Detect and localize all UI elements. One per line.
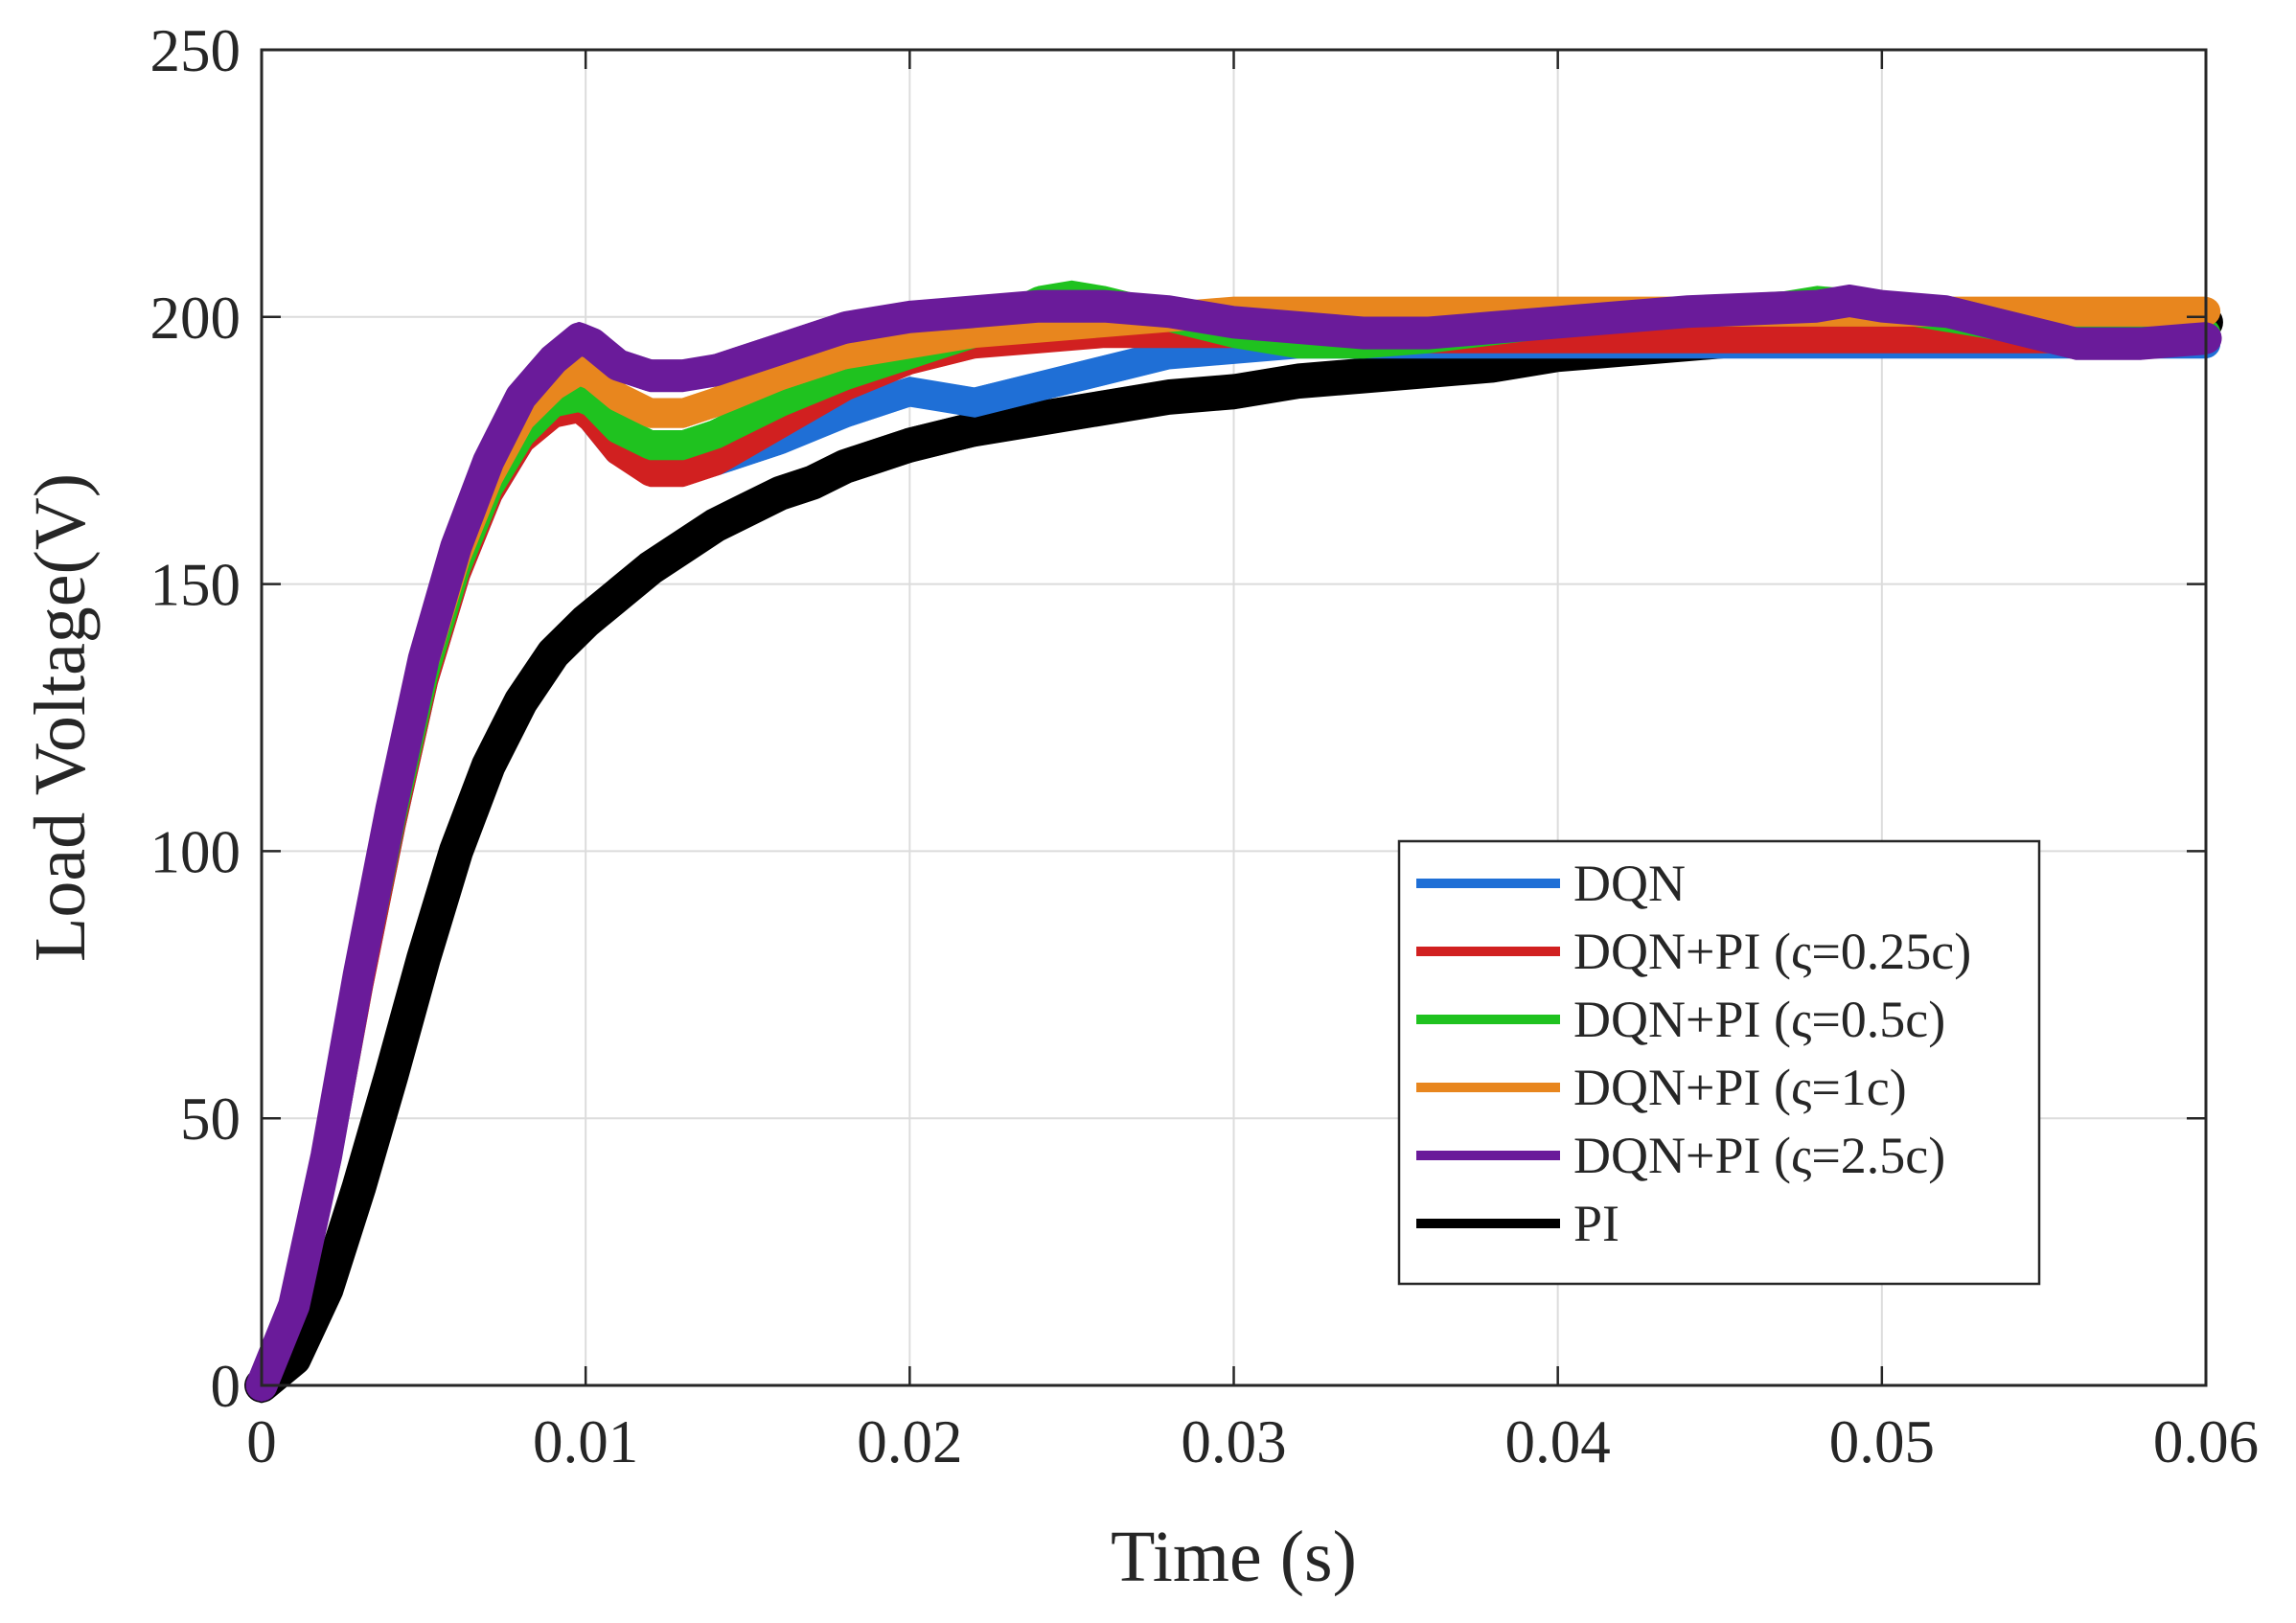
y-tick-label: 150	[150, 552, 241, 619]
legend-label: DQN+PI (ς=0.5c)	[1573, 991, 1945, 1048]
legend: DQN DQN+PI (ς=0.25c) DQN+PI (ς=0.5c) DQN+PI…	[1397, 839, 2041, 1286]
x-tick-label: 0.03	[1181, 1408, 1286, 1475]
legend-label: PI	[1573, 1195, 1619, 1252]
x-tick-label: 0.02	[857, 1408, 962, 1475]
x-tick-label: 0	[246, 1408, 277, 1475]
legend-entry: DQN+PI (ς=0.5c)	[1416, 991, 1945, 1048]
x-tick-labels: 0 0.01 0.02 0.03 0.04 0.05 0.06	[246, 1408, 2259, 1475]
legend-entry: DQN	[1416, 855, 1686, 912]
x-tick-label: 0.06	[2153, 1408, 2259, 1475]
legend-label: DQN+PI (ς=0.25c)	[1573, 923, 1971, 980]
y-axis-title: Load Voltage(V)	[20, 473, 101, 962]
y-tick-label: 200	[150, 285, 241, 352]
x-tick-label: 0.05	[1829, 1408, 1935, 1475]
y-tick-label: 50	[180, 1086, 241, 1153]
y-tick-label: 0	[211, 1353, 241, 1420]
series-dqn-pi-2-5c	[245, 285, 2222, 1402]
series-line	[245, 285, 2222, 1402]
legend-box	[1397, 839, 2041, 1286]
legend-entry: DQN+PI (ς=0.25c)	[1416, 923, 1971, 980]
y-tick-labels: 0 50 100 150 200 250	[150, 17, 241, 1420]
y-tick-label: 250	[150, 17, 241, 84]
legend-entry: DQN+PI (ς=2.5c)	[1416, 1127, 1945, 1184]
y-tick-label: 100	[150, 818, 241, 885]
legend-items: DQN DQN+PI (ς=0.25c) DQN+PI (ς=0.5c) DQN+PI…	[1416, 855, 1971, 1252]
legend-label: DQN+PI (ς=2.5c)	[1573, 1127, 1945, 1184]
legend-entry: DQN+PI (ς=1c)	[1416, 1059, 1907, 1116]
x-axis-title: Time (s)	[1111, 1517, 1357, 1597]
data-series	[244, 280, 2223, 1404]
legend-label: DQN+PI (ς=1c)	[1573, 1059, 1907, 1116]
axis-ticks	[260, 48, 2208, 1387]
x-tick-label: 0.01	[533, 1408, 638, 1475]
x-tick-label: 0.04	[1505, 1408, 1611, 1475]
legend-label: DQN	[1573, 855, 1686, 912]
legend-entry: PI	[1416, 1195, 1619, 1252]
